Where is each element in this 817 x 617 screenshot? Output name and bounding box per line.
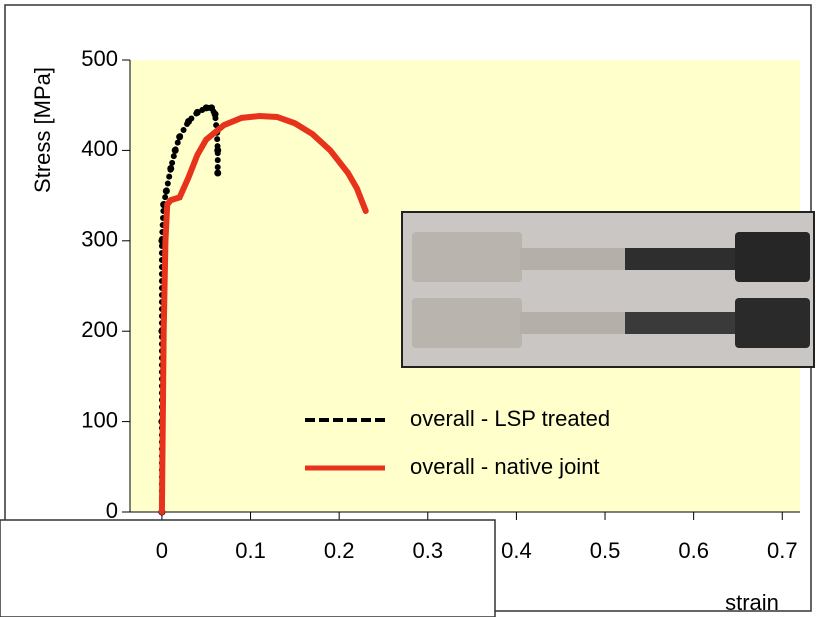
y-tick-label: 0 [106,498,118,523]
data-point [167,164,175,172]
x-tick-label: 0.1 [235,538,266,563]
data-point [176,133,184,141]
data-point [214,146,222,154]
x-tick-label: 0.3 [412,538,443,563]
y-tick-label: 400 [81,136,118,161]
legend-label: overall - LSP treated [410,406,610,431]
x-tick-label: 0.4 [501,538,532,563]
data-point [211,110,219,118]
x-tick-label: 0.5 [590,538,621,563]
legend-label: overall - native joint [410,454,600,479]
data-point [162,187,170,195]
x-tick-label: 0.2 [324,538,355,563]
y-tick-label: 300 [81,227,118,252]
y-axis-label: Stress [MPa] [30,67,55,193]
x-tick-label: 0.7 [767,538,798,563]
photo-inset [401,211,815,368]
y-tick-label: 100 [81,407,118,432]
overlay-box [0,519,496,617]
data-point [208,104,216,112]
series-line [158,113,369,515]
x-axis-label: strain [725,590,779,615]
x-tick-label: 0.6 [678,538,709,563]
data-point [171,146,179,154]
marks [122,59,800,520]
data-point [193,108,201,116]
x-tick-label: 0 [156,538,168,563]
y-tick-label: 500 [81,46,118,71]
data-point [184,117,192,125]
data-point [214,169,222,177]
data-point [202,104,210,112]
y-tick-label: 200 [81,317,118,342]
